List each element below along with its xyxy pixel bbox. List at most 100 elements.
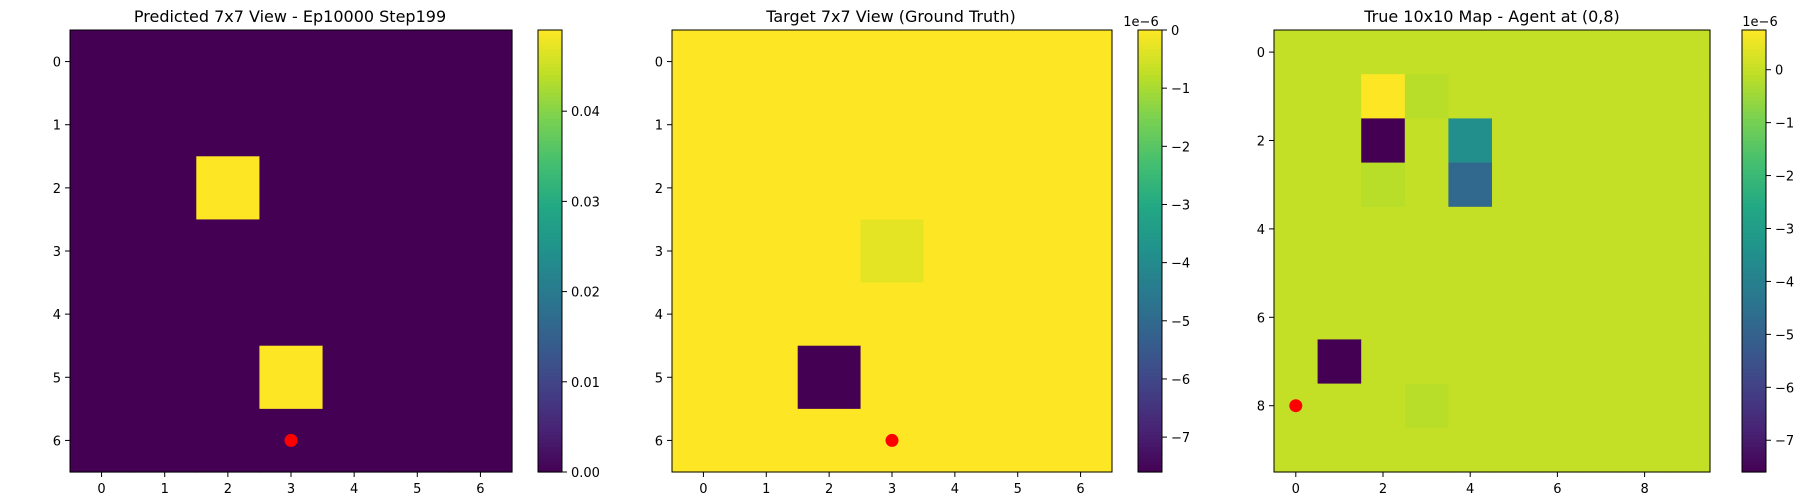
heatmap-cell (986, 408, 1050, 473)
colorbar-segment (1138, 173, 1162, 178)
colorbar-segment (1138, 37, 1162, 42)
colorbar-segment (1742, 328, 1766, 333)
colorbar-segment (1742, 365, 1766, 370)
colorbar-segment (538, 103, 562, 108)
colorbar-segment (1742, 449, 1766, 455)
heatmap-cell (860, 93, 925, 157)
colorbar-segment (538, 280, 562, 285)
heatmap-cell (986, 93, 1050, 157)
colorbar-segment (538, 402, 562, 407)
x-tick-label: 8 (1640, 482, 1648, 497)
colorbar-segment (1138, 438, 1162, 444)
heatmap-cell (1361, 206, 1406, 252)
colorbar-segment (1742, 225, 1766, 230)
colorbar-segment (538, 111, 562, 116)
colorbar-segment (1138, 431, 1162, 436)
colorbar-segment (538, 228, 562, 234)
colorbar-segment (1138, 166, 1162, 171)
colorbar-segment (1742, 221, 1766, 226)
heatmap-cell (1361, 427, 1406, 473)
colorbar-tick-label: −2 (1775, 170, 1794, 185)
colorbar-segment (1742, 457, 1766, 462)
colorbar-segment (1742, 247, 1766, 252)
colorbar-segment (1742, 133, 1766, 138)
colorbar-segment (538, 413, 562, 418)
colorbar-segment (1138, 225, 1162, 230)
heatmap-cell (860, 156, 925, 221)
colorbar-segment (1138, 332, 1162, 337)
colorbar-segment (1742, 446, 1766, 451)
heatmap-cell (1622, 206, 1667, 252)
colorbar-segment (538, 302, 562, 307)
heatmap-cell (860, 30, 925, 94)
heatmap (70, 30, 513, 473)
colorbar-segment (538, 298, 562, 304)
colorbar-segment (1138, 324, 1162, 329)
heatmap-cell (1579, 427, 1624, 473)
colorbar-segment (1742, 151, 1766, 156)
heatmap-cell (448, 282, 513, 347)
colorbar-segment (1138, 258, 1162, 263)
colorbar-segment (1138, 383, 1162, 388)
heatmap-cell (1622, 74, 1667, 119)
y-tick-label: 6 (655, 434, 663, 449)
heatmap-cell (385, 408, 450, 473)
colorbar-segment (1742, 243, 1766, 248)
colorbar-segment (538, 449, 562, 455)
colorbar-segment (1742, 74, 1766, 79)
colorbar-segment (538, 59, 562, 64)
heatmap-cell (1404, 162, 1449, 208)
colorbar-segment (538, 30, 562, 35)
colorbar-segment (1138, 295, 1162, 300)
colorbar-segment (1742, 214, 1766, 219)
heatmap-cell (1622, 383, 1667, 429)
colorbar-tick-label: −7 (1171, 431, 1190, 446)
x-tick-label: 2 (224, 482, 232, 497)
heatmap-cell (1317, 251, 1362, 296)
heatmap-cell (448, 93, 513, 157)
colorbar-segment (538, 144, 562, 149)
colorbar-segment (1138, 99, 1162, 105)
colorbar-segment (1138, 162, 1162, 167)
colorbar-segment (1742, 291, 1766, 296)
colorbar-segment (1742, 368, 1766, 374)
colorbar-segment (538, 276, 562, 282)
colorbar-segment (538, 265, 562, 271)
colorbar-segment (1138, 30, 1162, 35)
colorbar-segment (1138, 302, 1162, 307)
colorbar-segment (1742, 125, 1766, 131)
colorbar-segment (1138, 460, 1162, 466)
heatmap-cell (797, 345, 862, 410)
heatmap-cell (1492, 339, 1537, 385)
heatmap-cell (70, 93, 134, 157)
colorbar-segment (538, 232, 562, 237)
colorbar-segment (1742, 228, 1766, 234)
heatmap (672, 30, 1113, 473)
heatmap-cell (1361, 295, 1406, 340)
heatmap-cell (1448, 206, 1493, 252)
heatmap-cell (1274, 118, 1319, 164)
x-tick-label: 1 (161, 482, 169, 497)
colorbar-segment (538, 114, 562, 119)
heatmap-cell (1622, 427, 1667, 473)
heatmap-cell (860, 219, 925, 284)
heatmap-cell (1448, 118, 1493, 164)
heatmap-cell (196, 219, 261, 284)
colorbar-segment (1742, 361, 1766, 366)
y-axis: 0 1 2 3 4 5 6 (655, 56, 672, 449)
colorbar-segment (1742, 239, 1766, 245)
colorbar-segment (538, 151, 562, 156)
colorbar-segment (1742, 111, 1766, 116)
heatmap-cell (797, 282, 862, 347)
agent-marker (1289, 399, 1303, 413)
colorbar-segment (538, 41, 562, 46)
colorbar-tick-label: −7 (1775, 434, 1794, 449)
heatmap-cell (1274, 74, 1319, 119)
colorbar-segment (1742, 217, 1766, 223)
colorbar-segment (1138, 402, 1162, 407)
colorbar-segment (1742, 464, 1766, 469)
heatmap-cell (1492, 74, 1537, 119)
heatmap-cell (797, 156, 862, 221)
panel-title: Predicted 7x7 View - Ep10000 Step199 (134, 7, 446, 26)
colorbar-segment (1742, 199, 1766, 204)
